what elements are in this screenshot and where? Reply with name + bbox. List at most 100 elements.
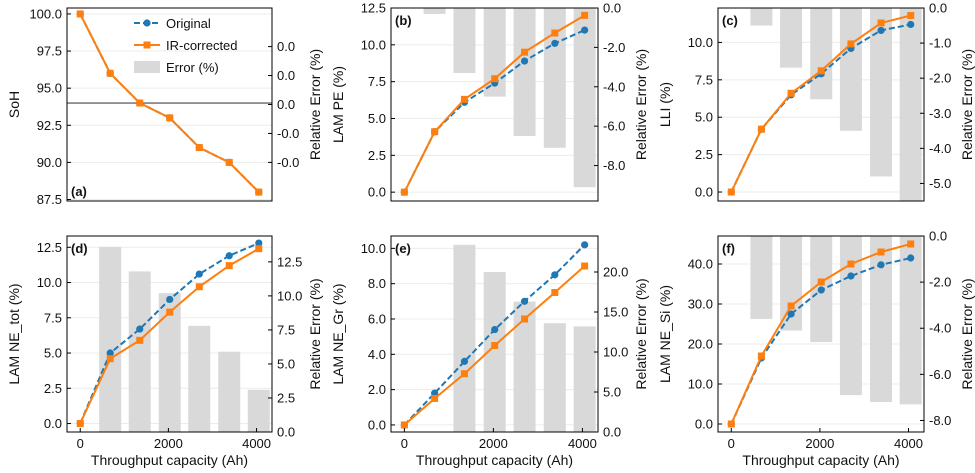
y2-tick-label: -2.0 (603, 40, 625, 55)
point-original (877, 261, 885, 269)
point-original (907, 254, 915, 262)
panel-label: (b) (395, 13, 412, 28)
y-tick-label: 100.0 (29, 6, 62, 21)
y2-tick-label: -2.0 (929, 275, 951, 290)
y2-tick-label: 0.0 (277, 97, 295, 112)
y-tick-label: 2.0 (368, 382, 386, 397)
point-ir-corrected (877, 248, 885, 256)
x-tick-label: 4000 (894, 436, 923, 451)
point-ir-corrected (727, 420, 735, 428)
panel-label: (c) (722, 13, 738, 28)
y2-tick-label: 0.0 (277, 39, 295, 54)
error-bar (573, 8, 596, 188)
point-ir-corrected (195, 144, 203, 152)
y2-tick-label: -0.0 (277, 155, 299, 170)
error-bar (423, 8, 446, 14)
error-bar (839, 236, 862, 396)
point-ir-corrected (521, 315, 529, 323)
error-bar (158, 293, 181, 432)
legend-error-label: Error (%) (166, 60, 219, 75)
panel-label: (a) (71, 184, 87, 199)
point-ir-corrected (431, 128, 439, 136)
point-ir-corrected (106, 69, 114, 77)
error-bar (513, 301, 536, 432)
y2-axis-label: Relative Error (%) (959, 49, 975, 160)
y-axis-label: LAM NE_tot (%) (6, 283, 22, 384)
point-ir-corrected (847, 260, 855, 268)
point-original (520, 57, 529, 65)
x-tick-label: 0 (401, 436, 408, 451)
error-bar (750, 8, 773, 26)
y-tick-label: 2.5 (44, 381, 62, 396)
y2-tick-label: 7.5 (277, 322, 295, 337)
point-original (255, 239, 263, 247)
point-ir-corrected (460, 370, 468, 378)
x-tick-label: 2000 (479, 436, 508, 451)
plot-frame (390, 235, 599, 433)
y-tick-label: 0.0 (44, 416, 62, 431)
panel-1: 87.5 90.0 92.5 95.0 97.5 100.0 -0.0 -0.0 0.0 0.0 0… (6, 6, 323, 207)
x-tick-label: 2000 (805, 436, 834, 451)
point-original (551, 271, 559, 279)
y-tick-label: 5.0 (695, 110, 713, 125)
legend-ir-marker (143, 41, 151, 49)
y2-tick-label: -4.0 (603, 79, 625, 94)
y2-tick-label: -5.0 (929, 176, 951, 191)
y2-tick-label: -4.0 (929, 141, 951, 156)
panel-label: (d) (71, 241, 88, 256)
point-original (581, 241, 589, 249)
y2-axis-label: Relative Error (%) (633, 49, 649, 160)
panel-2: 0.0 2.5 5.0 7.5 10.0 12.5 -8.0 -6.0 -4.0 -2.0 0.0 L… (330, 1, 649, 202)
point-original (877, 26, 885, 35)
y-tick-label: 90.0 (37, 155, 62, 170)
y-tick-label: 5.0 (368, 111, 386, 126)
point-ir-corrected (76, 420, 84, 428)
error-bar (188, 325, 211, 432)
legend-original-marker (143, 19, 151, 27)
y-tick-label: 12.5 (361, 1, 386, 16)
point-original (847, 272, 855, 280)
y-tick-label: 7.5 (695, 72, 713, 87)
y-tick-label: 40.0 (688, 257, 713, 272)
point-ir-corrected (225, 262, 233, 270)
y-tick-label: 2.5 (695, 147, 713, 162)
point-original (166, 295, 174, 304)
y2-tick-label: 10.0 (277, 288, 302, 303)
point-original (520, 297, 529, 305)
error-bar (780, 236, 803, 331)
y-tick-label: 0.0 (368, 185, 386, 200)
y2-tick-label: 2.5 (277, 390, 295, 405)
y2-tick-label: -6.0 (603, 119, 625, 134)
legend-error-swatch (134, 61, 160, 73)
x-axis-label: Throughput capacity (Ah) (742, 452, 899, 468)
y2-tick-label: -2.0 (929, 71, 951, 86)
point-ir-corrected (166, 114, 174, 122)
y2-tick-label: 0.0 (277, 68, 295, 83)
point-ir-corrected (521, 48, 529, 56)
point-ir-corrected (581, 262, 589, 270)
y-tick-label: 10.0 (688, 377, 713, 392)
y2-tick-label: 0.0 (603, 1, 621, 16)
y2-tick-label: -8.0 (603, 158, 625, 173)
y2-tick-label: 15.0 (603, 305, 628, 320)
point-ir-corrected (757, 125, 765, 133)
y2-tick-label: -6.0 (929, 367, 951, 382)
legend-original-label: Original (166, 16, 211, 31)
y-tick-label: 30.0 (688, 297, 713, 312)
legend: Original IR-corrected Error (%) (134, 16, 238, 75)
y2-tick-label: 5.0 (603, 385, 621, 400)
error-bar (247, 389, 270, 432)
error-bar (780, 8, 803, 68)
y2-tick-label: -8.0 (929, 413, 951, 428)
point-ir-corrected (491, 341, 499, 349)
error-bar (810, 8, 833, 100)
y-tick-label: 10.0 (361, 37, 386, 52)
y2-axis-label: Relative Error (%) (307, 278, 323, 389)
y2-tick-label: 10.0 (603, 345, 628, 360)
point-original (787, 310, 795, 318)
plot-frame (717, 7, 925, 202)
error-bar (899, 8, 922, 201)
point-ir-corrected (400, 421, 408, 429)
y2-axis-label: Relative Error (%) (307, 49, 323, 160)
error-bar (128, 271, 151, 432)
